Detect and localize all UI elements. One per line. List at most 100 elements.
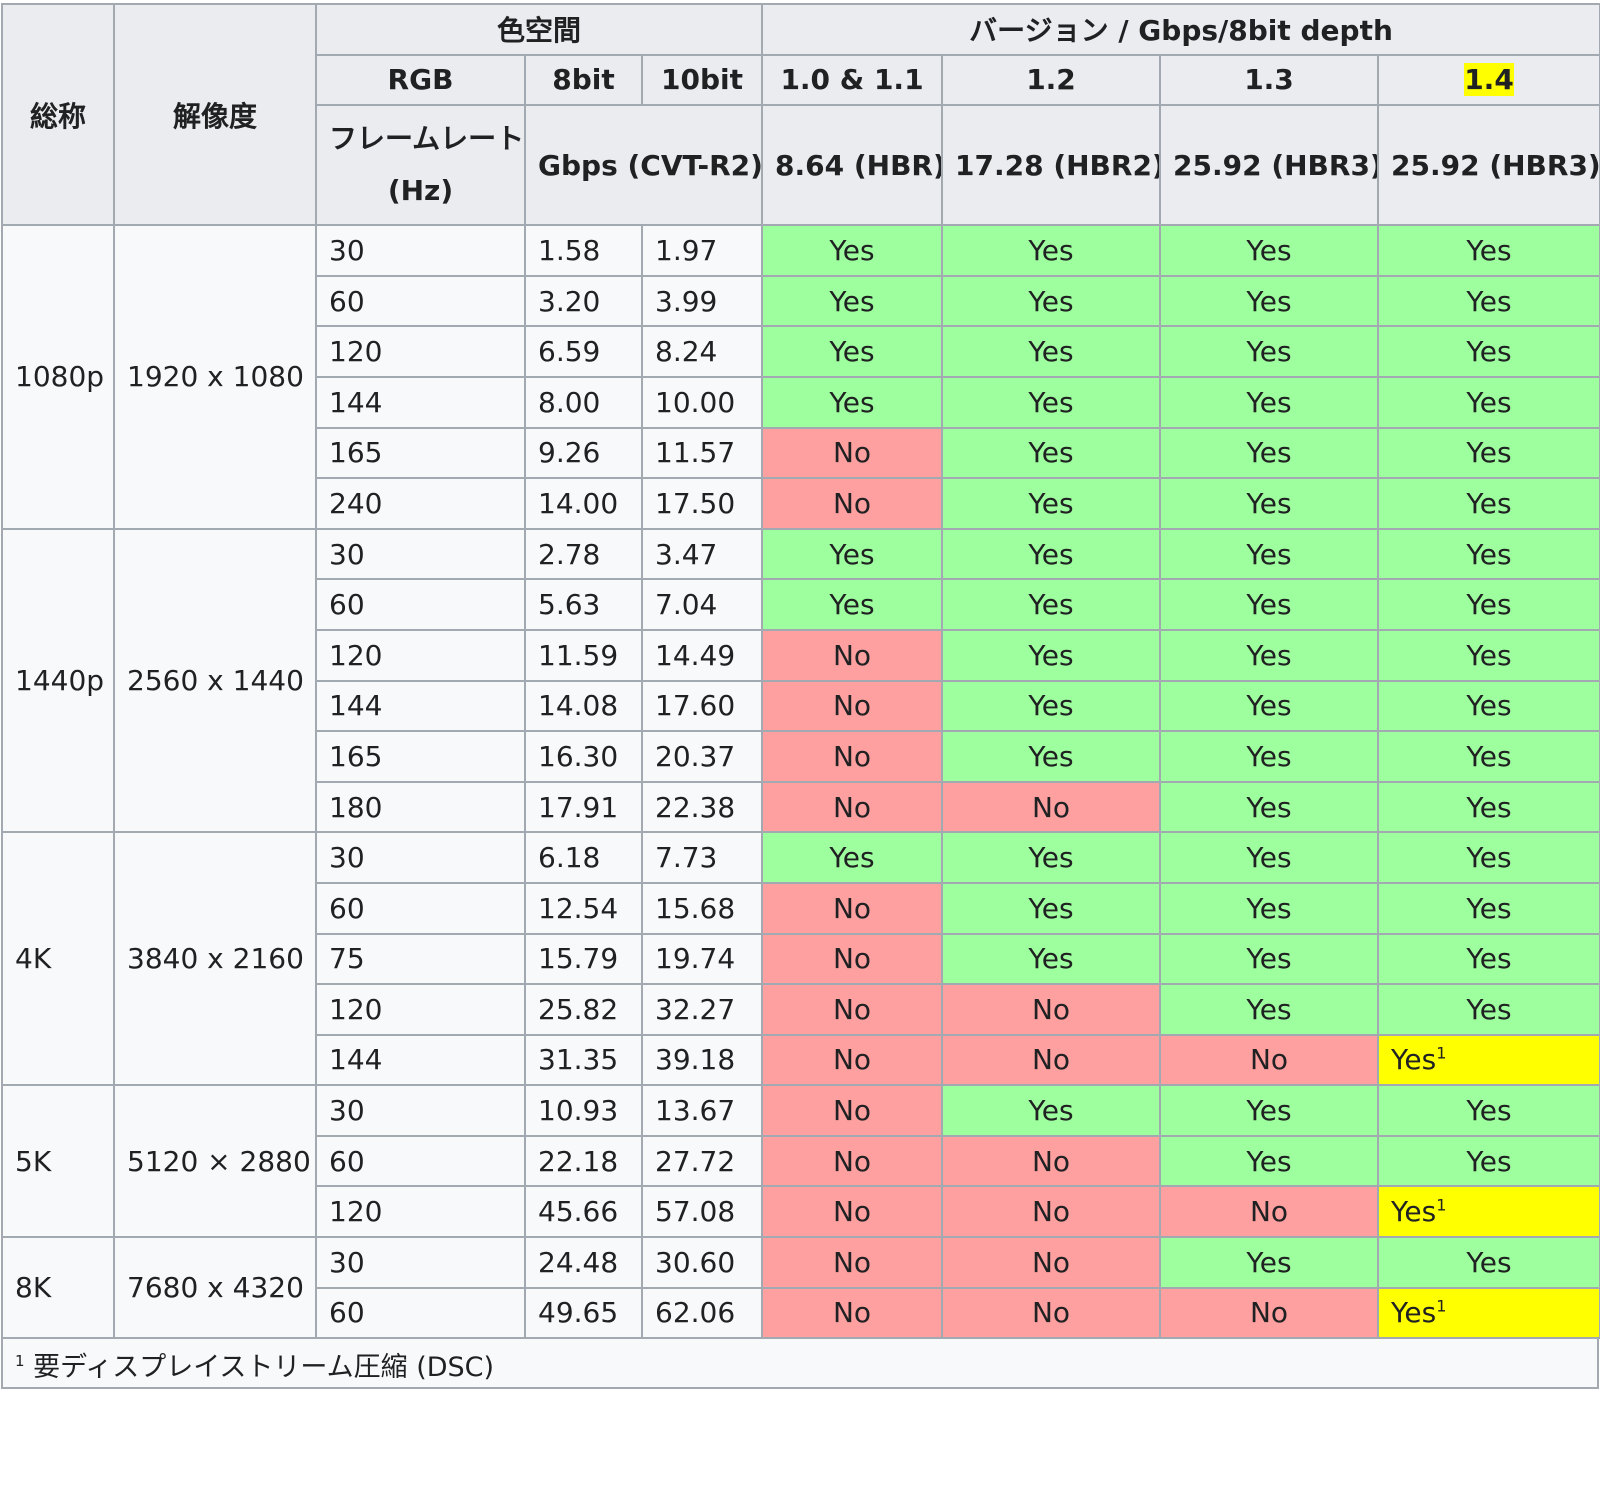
framerate-cell: 240 bbox=[315, 477, 526, 530]
table-row: 144 31.35 39.18 No No No Yes1 bbox=[2, 1033, 1600, 1087]
bandwidth-10bit-cell: 17.60 bbox=[641, 679, 763, 733]
framerate-cell: 75 bbox=[315, 932, 526, 986]
support-yes-cell: Yes bbox=[1159, 527, 1379, 581]
framerate-cell: 120 bbox=[315, 325, 526, 378]
bandwidth-8bit-cell: 12.54 bbox=[524, 881, 643, 935]
table-row: 165 9.26 11.57 No Yes Yes Yes bbox=[2, 426, 1600, 480]
support-no-cell: No bbox=[761, 881, 943, 935]
bandwidth-10bit-cell: 20.37 bbox=[641, 730, 763, 783]
support-yes-cell: Yes bbox=[941, 375, 1161, 429]
support-yes-cell: Yes bbox=[761, 224, 943, 277]
displayport-resolution-table: 総称 解像度 色空間 バージョン / Gbps/8bit depth RGB 8… bbox=[1, 2, 1600, 1340]
bandwidth-10bit-cell: 62.06 bbox=[641, 1286, 763, 1340]
support-yes-cell: Yes bbox=[1376, 1084, 1600, 1137]
framerate-cell: 120 bbox=[315, 1185, 526, 1239]
table-wrapper: 総称 解像度 色空間 バージョン / Gbps/8bit depth RGB 8… bbox=[1, 2, 1600, 1390]
footnote-text: 要ディスプレイストリーム圧縮 (DSC) bbox=[24, 1352, 495, 1384]
bandwidth-10bit-cell: 11.57 bbox=[641, 426, 763, 480]
support-yes-cell: Yes bbox=[1376, 831, 1600, 884]
table-row: 60 3.20 3.99 Yes Yes Yes Yes bbox=[2, 274, 1600, 328]
support-no-cell: No bbox=[761, 1134, 943, 1188]
support-yes-cell: Yes bbox=[1376, 426, 1600, 480]
support-dsc-label: Yes bbox=[1391, 1195, 1437, 1229]
table-row: 8K 7680 x 4320 30 24.48 30.60 No No Yes Yes bbox=[1, 1236, 1600, 1340]
bandwidth-8bit-cell: 31.35 bbox=[524, 1033, 643, 1087]
table-row: 60 22.18 27.72 No No Yes Yes bbox=[2, 1134, 1600, 1188]
support-no-cell: No bbox=[941, 1236, 1161, 1289]
footnote-ref: 1 bbox=[1436, 1297, 1447, 1317]
table-row: 120 45.66 57.08 No No No Yes1 bbox=[2, 1185, 1600, 1239]
support-yes-cell: Yes bbox=[1159, 628, 1379, 682]
framerate-cell: 120 bbox=[315, 983, 526, 1036]
support-dsc-label: Yes bbox=[1391, 1296, 1437, 1330]
support-yes-cell: Yes bbox=[1159, 730, 1379, 783]
framerate-cell: 30 bbox=[315, 831, 526, 884]
header-resolution: 解像度 bbox=[113, 2, 317, 227]
support-yes-cell: Yes bbox=[1376, 1134, 1600, 1188]
support-yes-cell: Yes bbox=[1376, 1236, 1600, 1289]
bandwidth-8bit-cell: 24.48 bbox=[524, 1236, 643, 1289]
group-resolution-cell: 7680 x 4320 bbox=[113, 1236, 317, 1340]
support-no-cell: No bbox=[761, 1185, 943, 1239]
header-color-space: 色空間 bbox=[315, 3, 763, 56]
support-no-cell: No bbox=[761, 1033, 943, 1087]
group-resolution-cell: 5120 × 2880 bbox=[113, 1084, 317, 1239]
bandwidth-10bit-cell: 30.60 bbox=[641, 1236, 763, 1289]
support-no-cell: No bbox=[761, 983, 943, 1036]
group-name-cell: 1440p bbox=[1, 527, 115, 834]
support-yes-cell: Yes bbox=[941, 325, 1161, 378]
group-name-cell: 5K bbox=[1, 1084, 115, 1239]
support-dsc-cell: Yes1 bbox=[1376, 1185, 1600, 1239]
framerate-cell: 144 bbox=[315, 1033, 526, 1087]
table-row: 180 17.91 22.38 No No Yes Yes bbox=[2, 780, 1600, 834]
table-row: 165 16.30 20.37 No Yes Yes Yes bbox=[2, 730, 1600, 783]
table-row: 120 6.59 8.24 Yes Yes Yes Yes bbox=[2, 325, 1600, 378]
support-yes-cell: Yes bbox=[941, 224, 1161, 277]
table-header: 総称 解像度 色空間 バージョン / Gbps/8bit depth RGB 8… bbox=[1, 2, 1600, 227]
header-framerate: フレームレート (Hz) bbox=[315, 104, 526, 227]
bandwidth-8bit-cell: 1.58 bbox=[524, 224, 643, 277]
bandwidth-10bit-cell: 39.18 bbox=[641, 1033, 763, 1087]
framerate-cell: 60 bbox=[315, 1134, 526, 1188]
header-bandwidth-1-3: 25.92 (HBR3) bbox=[1159, 104, 1379, 227]
support-no-cell: No bbox=[941, 780, 1161, 834]
bandwidth-8bit-cell: 3.20 bbox=[524, 274, 643, 328]
framerate-cell: 144 bbox=[315, 679, 526, 733]
bandwidth-8bit-cell: 2.78 bbox=[524, 527, 643, 581]
support-yes-cell: Yes bbox=[941, 881, 1161, 935]
framerate-cell: 30 bbox=[315, 224, 526, 277]
support-yes-cell: Yes bbox=[761, 831, 943, 884]
bandwidth-8bit-cell: 49.65 bbox=[524, 1286, 643, 1340]
support-yes-cell: Yes bbox=[941, 527, 1161, 581]
bandwidth-8bit-cell: 15.79 bbox=[524, 932, 643, 986]
bandwidth-8bit-cell: 14.08 bbox=[524, 679, 643, 733]
support-yes-cell: Yes bbox=[1159, 578, 1379, 631]
framerate-cell: 30 bbox=[315, 527, 526, 581]
footnote-mark: 1 bbox=[15, 1352, 25, 1371]
support-yes-cell: Yes bbox=[1159, 679, 1379, 733]
bandwidth-8bit-cell: 6.18 bbox=[524, 831, 643, 884]
table-row: 75 15.79 19.74 No Yes Yes Yes bbox=[2, 932, 1600, 986]
support-yes-cell: Yes bbox=[1159, 831, 1379, 884]
framerate-cell: 60 bbox=[315, 274, 526, 328]
bandwidth-8bit-cell: 16.30 bbox=[524, 730, 643, 783]
bandwidth-8bit-cell: 10.93 bbox=[524, 1084, 643, 1137]
framerate-cell: 60 bbox=[315, 881, 526, 935]
support-yes-cell: Yes bbox=[941, 932, 1161, 986]
support-yes-cell: Yes bbox=[1159, 224, 1379, 277]
support-yes-cell: Yes bbox=[1159, 426, 1379, 480]
table-row: 60 5.63 7.04 Yes Yes Yes Yes bbox=[2, 578, 1600, 631]
support-yes-cell: Yes bbox=[1159, 325, 1379, 378]
support-no-cell: No bbox=[761, 932, 943, 986]
support-yes-cell: Yes bbox=[1159, 780, 1379, 834]
support-yes-cell: Yes bbox=[1376, 375, 1600, 429]
table-row: 1440p 2560 x 1440 30 2.78 3.47 Yes Yes Yes Yes bbox=[1, 527, 1600, 834]
version-1-4-highlight: 1.4 bbox=[1464, 63, 1514, 97]
table-row: 60 49.65 62.06 No No No Yes1 bbox=[2, 1286, 1600, 1340]
bandwidth-10bit-cell: 3.99 bbox=[641, 274, 763, 328]
framerate-cell: 120 bbox=[315, 628, 526, 682]
support-yes-cell: Yes bbox=[1159, 881, 1379, 935]
footnote-ref: 1 bbox=[1436, 1044, 1447, 1064]
bandwidth-10bit-cell: 15.68 bbox=[641, 881, 763, 935]
support-yes-cell: Yes bbox=[1376, 983, 1600, 1036]
